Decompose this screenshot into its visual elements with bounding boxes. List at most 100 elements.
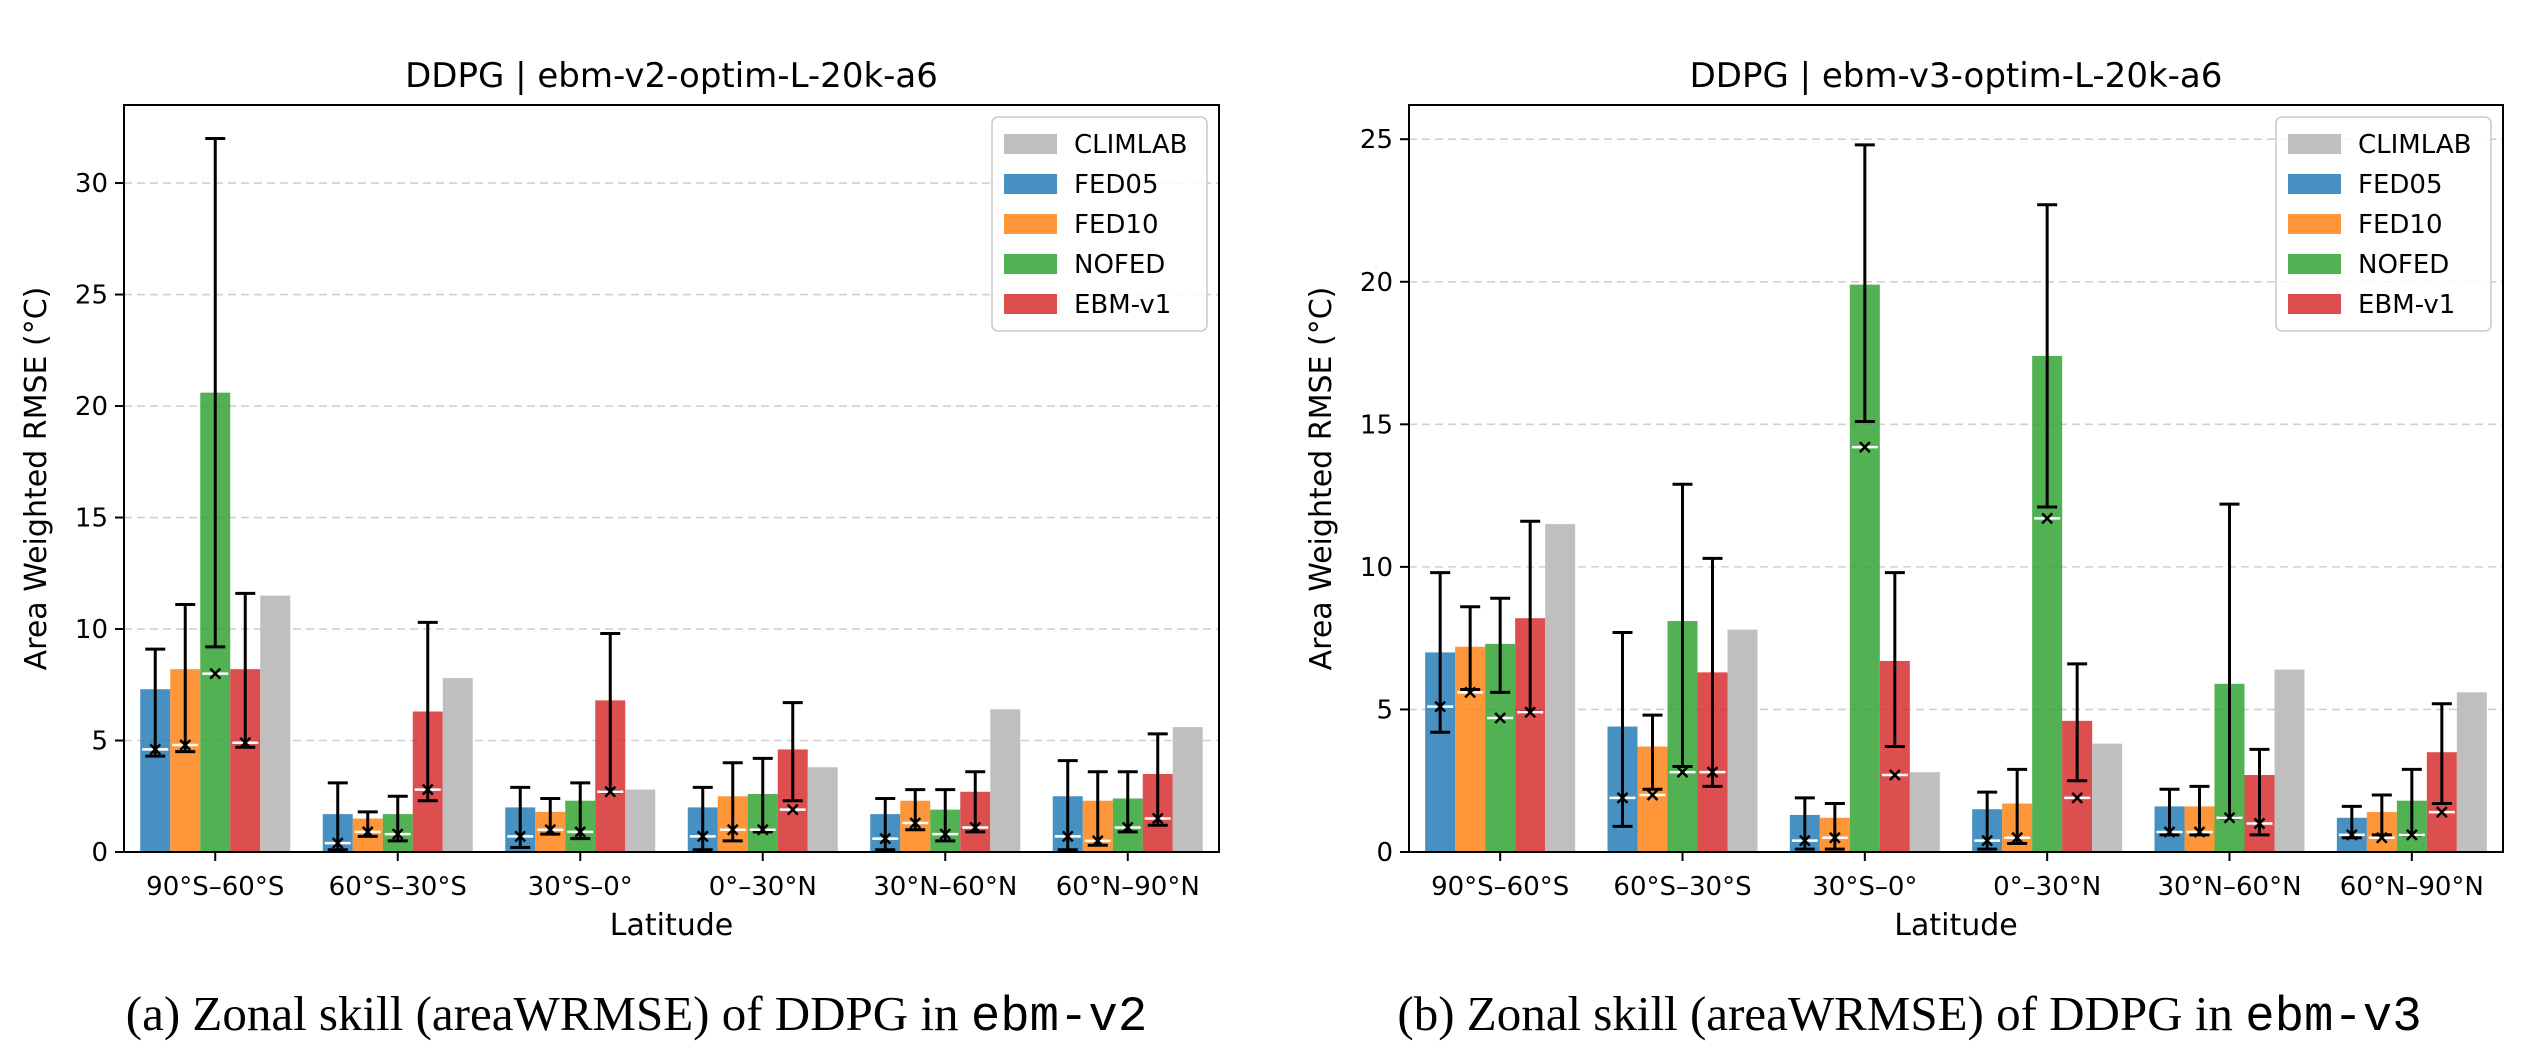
plot-frame xyxy=(123,104,1220,853)
median-marker-ebm-v1-5 xyxy=(2435,806,2448,818)
x-tick-label-0: 90°S–60°S xyxy=(1431,872,1569,902)
legend-label-fed05: FED05 xyxy=(2358,170,2443,200)
errorbar-fed10-2 xyxy=(1824,802,1845,851)
errorbar-ebm-v1-1 xyxy=(417,620,438,803)
median-marker-fed05-0 xyxy=(1434,700,1447,713)
errorbar-fed05-5 xyxy=(2341,804,2362,840)
x-tick-label-4: 30°N–60°N xyxy=(873,872,1017,902)
x-tick-label-1: 60°S–30°S xyxy=(1613,872,1751,902)
x-tick-label-2: 30°S–0° xyxy=(1812,872,1917,902)
errorbar-fed10-5 xyxy=(2371,793,2392,837)
median-marker-fed10-2 xyxy=(544,823,557,836)
y-tick-label-0: 0 xyxy=(91,838,108,868)
legend-swatch-nofed xyxy=(2288,254,2341,274)
median-marker-fed10-2 xyxy=(1828,831,1841,844)
chart-title: DDPG | ebm-v3-optim-L-20k-a6 xyxy=(1690,56,2223,96)
y-tick-label-15: 15 xyxy=(1360,410,1393,440)
x-tick-label-5: 60°N–90°N xyxy=(1056,872,1200,902)
median-marker-nofed-1 xyxy=(391,828,404,841)
legend: CLIMLAB FED05 FED10 NOFED EBM-v1 xyxy=(2275,116,2492,332)
errorbar-nofed-5 xyxy=(1117,770,1138,834)
errorbar-nofed-3 xyxy=(752,756,773,834)
caption-a-code: ebm-v2 xyxy=(970,989,1148,1045)
median-marker-fed05-1 xyxy=(331,837,344,849)
errorbar-nofed-3 xyxy=(2037,203,2058,509)
legend-label-ebm-v1: EBM-v1 xyxy=(2358,290,2455,320)
median-marker-ebm-v1-0 xyxy=(239,736,252,749)
chart-ebm-v2: 0 5 10 15 20 25 30 90°S–60°S 60°S–30°S 30°S–0° 0°–… xyxy=(19,56,1220,943)
legend-label-ebm-v1: EBM-v1 xyxy=(1074,290,1171,320)
y-axis-label: Area Weighted RMSE (°C) xyxy=(1304,287,1339,671)
median-marker-fed05-4 xyxy=(2163,826,2176,838)
median-marker-nofed-3 xyxy=(2041,512,2054,525)
errorbar-ebm-v1-5 xyxy=(2431,702,2452,806)
errorbar-fed05-4 xyxy=(875,796,896,852)
median-marker-fed10-0 xyxy=(179,739,192,751)
bar-climlab-3 xyxy=(2092,743,2123,852)
y-tick-label-5: 5 xyxy=(91,727,108,757)
errorbar-ebm-v1-4 xyxy=(965,770,986,834)
errorbar-fed05-4 xyxy=(2159,787,2180,837)
median-marker-fed05-3 xyxy=(1981,834,1994,847)
y-axis: 0 5 10 15 20 25 30 xyxy=(75,169,124,868)
legend-label-fed10: FED10 xyxy=(1074,210,1159,240)
bar-climlab-0 xyxy=(260,595,291,852)
bar-climlab-5 xyxy=(2456,692,2487,852)
legend-swatch-nofed xyxy=(1004,254,1057,274)
median-marker-fed10-0 xyxy=(1464,686,1477,699)
bar-climlab-4 xyxy=(990,709,1021,852)
errorbar-nofed-0 xyxy=(205,136,226,649)
median-marker-fed05-5 xyxy=(1061,830,1074,843)
errorbar-nofed-0 xyxy=(1490,596,1511,694)
median-marker-ebm-v1-4 xyxy=(969,821,982,834)
bar-climlab-5 xyxy=(1172,727,1203,852)
x-tick-label-1: 60°S–30°S xyxy=(329,872,467,902)
legend-swatch-climlab xyxy=(2288,134,2341,154)
x-tick-label-5: 60°N–90°N xyxy=(2340,872,2484,902)
errorbar-fed05-1 xyxy=(327,781,348,852)
y-tick-label-30: 30 xyxy=(75,169,108,199)
errorbar-nofed-2 xyxy=(1854,143,1875,423)
legend-box xyxy=(991,116,1208,332)
panel-a: 0 5 10 15 20 25 30 90°S–60°S 60°S–30°S 30°S–0° 0°–… xyxy=(0,56,1273,1045)
median-marker-ebm-v1-2 xyxy=(1888,769,1901,781)
median-marker-fed05-4 xyxy=(879,832,892,845)
legend-label-climlab: CLIMLAB xyxy=(1074,130,1187,160)
chart-ebm-v3: 0 5 10 15 20 25 90°S–60°S 60°S–30°S 30°S–0° 0°–30… xyxy=(1304,56,2504,943)
errorbar-ebm-v1-5 xyxy=(1147,732,1168,827)
legend-swatch-fed10 xyxy=(2288,214,2341,234)
x-tick-label-3: 0°–30°N xyxy=(1993,872,2101,902)
caption-a: (a) Zonal skill (areaWRMSE) of DDPG in e… xyxy=(0,985,1273,1045)
errorbar-nofed-2 xyxy=(570,781,591,841)
x-tick-label-3: 0°–30°N xyxy=(709,872,817,902)
plot-frame xyxy=(1408,104,2504,853)
caption-b-code: ebm-v3 xyxy=(2245,989,2422,1045)
median-marker-nofed-4 xyxy=(2223,811,2236,824)
y-tick-label-5: 5 xyxy=(1376,695,1393,725)
errorbar-fed10-0 xyxy=(1460,605,1481,691)
median-marker-nofed-0 xyxy=(1494,712,1507,724)
errorbar-fed10-3 xyxy=(722,761,743,843)
legend-label-fed05: FED05 xyxy=(1074,170,1159,200)
median-marker-nofed-1 xyxy=(1676,766,1689,779)
errorbar-fed10-5 xyxy=(1087,770,1108,847)
bar-climlab-2 xyxy=(625,789,656,852)
y-tick-label-25: 25 xyxy=(75,281,108,311)
median-marker-nofed-3 xyxy=(756,823,769,836)
errorbar-fed10-3 xyxy=(2007,767,2028,845)
median-marker-nofed-5 xyxy=(1121,821,1134,834)
median-marker-fed05-5 xyxy=(2345,829,2358,841)
caption-b: (b) Zonal skill (areaWRMSE) of DDPG in e… xyxy=(1273,985,2546,1045)
y-axis-label: Area Weighted RMSE (°C) xyxy=(19,287,54,671)
median-marker-ebm-v1-0 xyxy=(1524,706,1537,719)
caption-a-text: (a) Zonal skill (areaWRMSE) of DDPG in xyxy=(125,986,971,1041)
y-tick-label-10: 10 xyxy=(1360,553,1393,583)
bars xyxy=(1425,143,2487,852)
legend-swatch-fed10 xyxy=(1004,214,1057,234)
errorbar-ebm-v1-3 xyxy=(782,701,803,803)
errorbar-ebm-v1-1 xyxy=(1702,556,1723,788)
median-marker-fed10-1 xyxy=(1646,789,1659,801)
errorbar-fed10-1 xyxy=(1642,713,1663,791)
median-marker-ebm-v1-3 xyxy=(2071,791,2084,804)
errorbar-fed05-1 xyxy=(1612,630,1633,828)
